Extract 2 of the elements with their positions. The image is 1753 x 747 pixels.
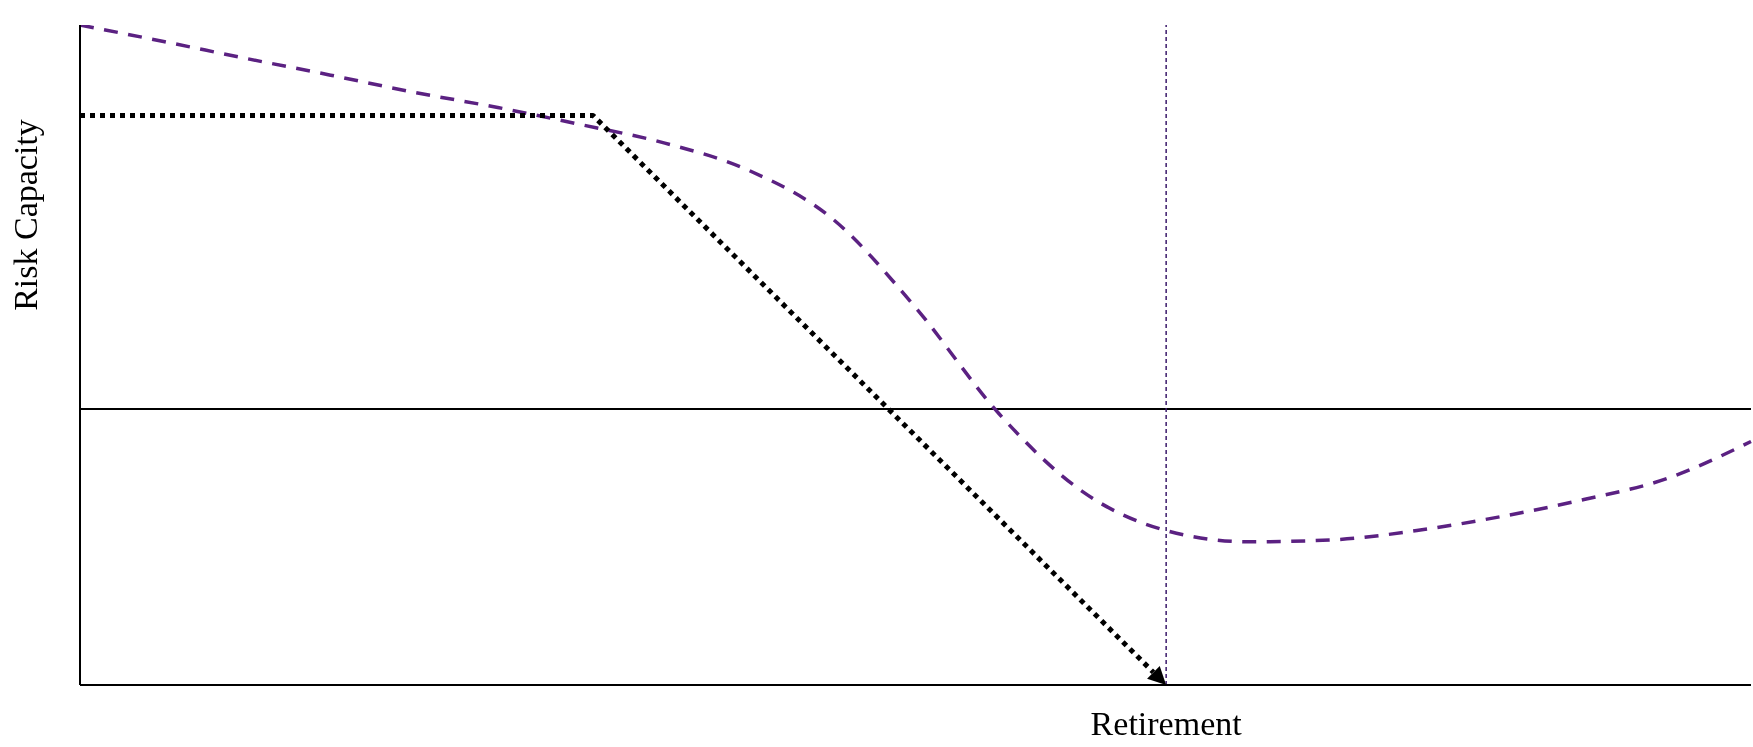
y-axis-title: Risk Capacity: [7, 119, 45, 311]
x-axis-title: Retirement: [1090, 705, 1243, 742]
